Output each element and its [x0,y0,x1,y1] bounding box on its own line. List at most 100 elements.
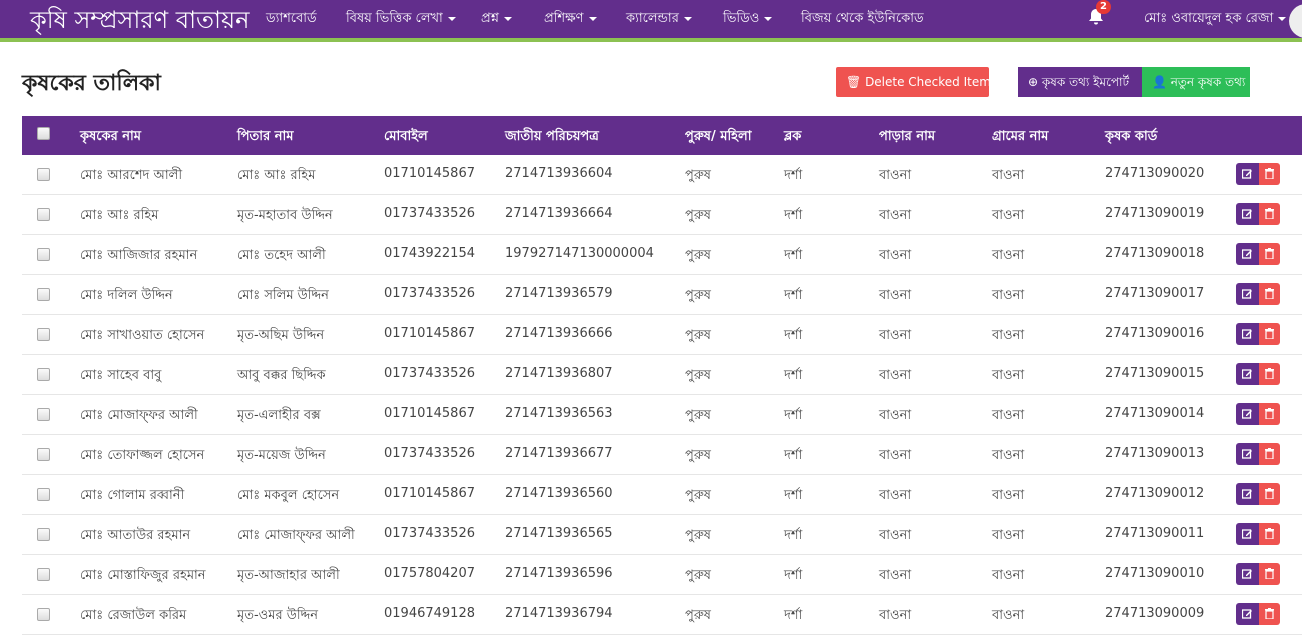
table-cell: বাওনা [879,488,912,503]
column-header[interactable]: ব্লক [784,129,802,144]
column-header[interactable]: পুরুষ/ মহিলা [685,129,752,144]
table-cell: মোঃ মোজাফ্ফর আলী [80,408,198,423]
edit-button[interactable] [1236,283,1259,305]
table-cell: বাওনা [992,208,1025,223]
table-cell: মোঃ দলিল উদ্দিন [80,288,173,303]
caret-down-icon [764,16,773,21]
table-cell: 2714713936604 [505,166,613,181]
column-header[interactable]: মোবাইল [384,129,428,144]
table-cell: পুরুষ [685,488,711,503]
row-actions [1236,403,1280,425]
table-cell: পুরুষ [685,248,711,263]
table-cell: বাওনা [879,608,912,623]
table-cell: দর্শা [784,208,803,223]
column-header[interactable]: কৃষক কার্ড [1105,129,1158,144]
column-header[interactable]: পাড়ার নাম [879,129,936,144]
nav-item-0[interactable]: ড্যাশবোর্ড [266,9,317,30]
user-menu[interactable]: মোঃ ওবায়েদুল হক রেজা [1144,9,1287,30]
row-checkbox[interactable] [37,608,50,621]
row-checkbox[interactable] [37,208,50,221]
nav-item-5[interactable]: ভিডিও [723,9,773,30]
table-cell: দর্শা [784,448,803,463]
row-checkbox[interactable] [37,448,50,461]
nav-item-6[interactable]: বিজয় থেকে ইউনিকোড [801,9,924,30]
column-header[interactable]: জাতীয় পরিচয়পত্র [505,129,599,144]
delete-button[interactable] [1259,363,1280,385]
caret-down-icon [1278,16,1287,21]
delete-button[interactable] [1259,563,1280,585]
edit-icon [1242,289,1252,299]
trash-icon [1265,488,1274,499]
avatar[interactable] [1289,4,1302,38]
nav-item-3[interactable]: প্রশিক্ষণ [544,9,597,30]
delete-button[interactable] [1259,283,1280,305]
table-cell: বাওনা [879,168,912,183]
table-cell: 2714713936596 [505,566,613,581]
delete-button[interactable] [1259,403,1280,425]
row-checkbox[interactable] [37,408,50,421]
edit-icon [1242,529,1252,539]
table-cell: মোঃ তহেদ আলী [237,248,326,263]
row-checkbox[interactable] [37,568,50,581]
row-checkbox[interactable] [37,328,50,341]
table-cell: মৃত-ওমর উদ্দিন [237,608,318,623]
edit-button[interactable] [1236,323,1259,345]
table-cell: বাওনা [992,368,1025,383]
row-actions [1236,603,1280,625]
row-checkbox[interactable] [37,368,50,381]
edit-button[interactable] [1236,483,1259,505]
row-checkbox[interactable] [37,168,50,181]
table-cell: মোঃ মোজাফ্ফর আলী [237,528,355,543]
delete-button[interactable] [1259,163,1280,185]
new-farmer-button[interactable]: 👤 নতুন কৃষক তথ্য [1142,67,1250,97]
table-cell: দর্শা [784,528,803,543]
table-cell: মোঃ আজিজার রহমান [80,248,198,263]
table-row: মোঃ সাহেব বাবু আবু বক্কর ছিদ্দিক 017374335… [22,355,1302,395]
edit-icon [1242,409,1252,419]
nav-item-1[interactable]: বিষয় ভিত্তিক লেখা [346,9,456,30]
import-farmer-button[interactable]: ⊕ কৃষক তথ্য ইমপোর্ট [1018,67,1142,97]
table-cell: দর্শা [784,488,803,503]
row-checkbox[interactable] [37,288,50,301]
row-actions [1236,523,1280,545]
table-cell: বাওনা [992,168,1025,183]
edit-button[interactable] [1236,403,1259,425]
edit-button[interactable] [1236,563,1259,585]
column-header[interactable]: কৃষকের নাম [80,129,142,144]
edit-button[interactable] [1236,363,1259,385]
delete-button[interactable] [1259,603,1280,625]
delete-checked-button[interactable]: 🗑 Delete Checked Items [836,67,997,97]
table-cell: বাওনা [879,288,912,303]
table-cell: দর্শা [784,328,803,343]
nav-item-4[interactable]: ক্যালেন্ডার [626,9,692,30]
delete-button[interactable] [1259,523,1280,545]
edit-button[interactable] [1236,203,1259,225]
column-header[interactable]: পিতার নাম [237,129,294,144]
row-checkbox[interactable] [37,528,50,541]
edit-button[interactable] [1236,603,1259,625]
row-checkbox[interactable] [37,488,50,501]
edit-button[interactable] [1236,163,1259,185]
brand-logo[interactable]: কৃষি সম্প্রসারণ বাতায়ন [30,6,250,34]
column-header[interactable]: গ্রামের নাম [992,129,1049,144]
select-all-checkbox[interactable] [37,127,50,140]
edit-button[interactable] [1236,523,1259,545]
delete-button[interactable] [1259,443,1280,465]
nav-item-2[interactable]: প্রশ্ন [481,9,512,30]
table-cell: মৃত-অছিম উদ্দিন [237,328,325,343]
delete-button[interactable] [1259,323,1280,345]
table-cell: 274713090019 [1105,206,1205,221]
row-checkbox[interactable] [37,248,50,261]
table-cell: মোঃ মোস্তাফিজুর রহমান [80,568,206,583]
trash-icon [1265,168,1274,179]
delete-button[interactable] [1259,203,1280,225]
table-cell: 274713090018 [1105,246,1205,261]
trash-icon [1265,248,1274,259]
edit-button[interactable] [1236,243,1259,265]
delete-button[interactable] [1259,483,1280,505]
table-cell: পুরুষ [685,328,711,343]
delete-button[interactable] [1259,243,1280,265]
table-cell: 2714713936677 [505,446,613,461]
table-cell: দর্শা [784,408,803,423]
edit-button[interactable] [1236,443,1259,465]
